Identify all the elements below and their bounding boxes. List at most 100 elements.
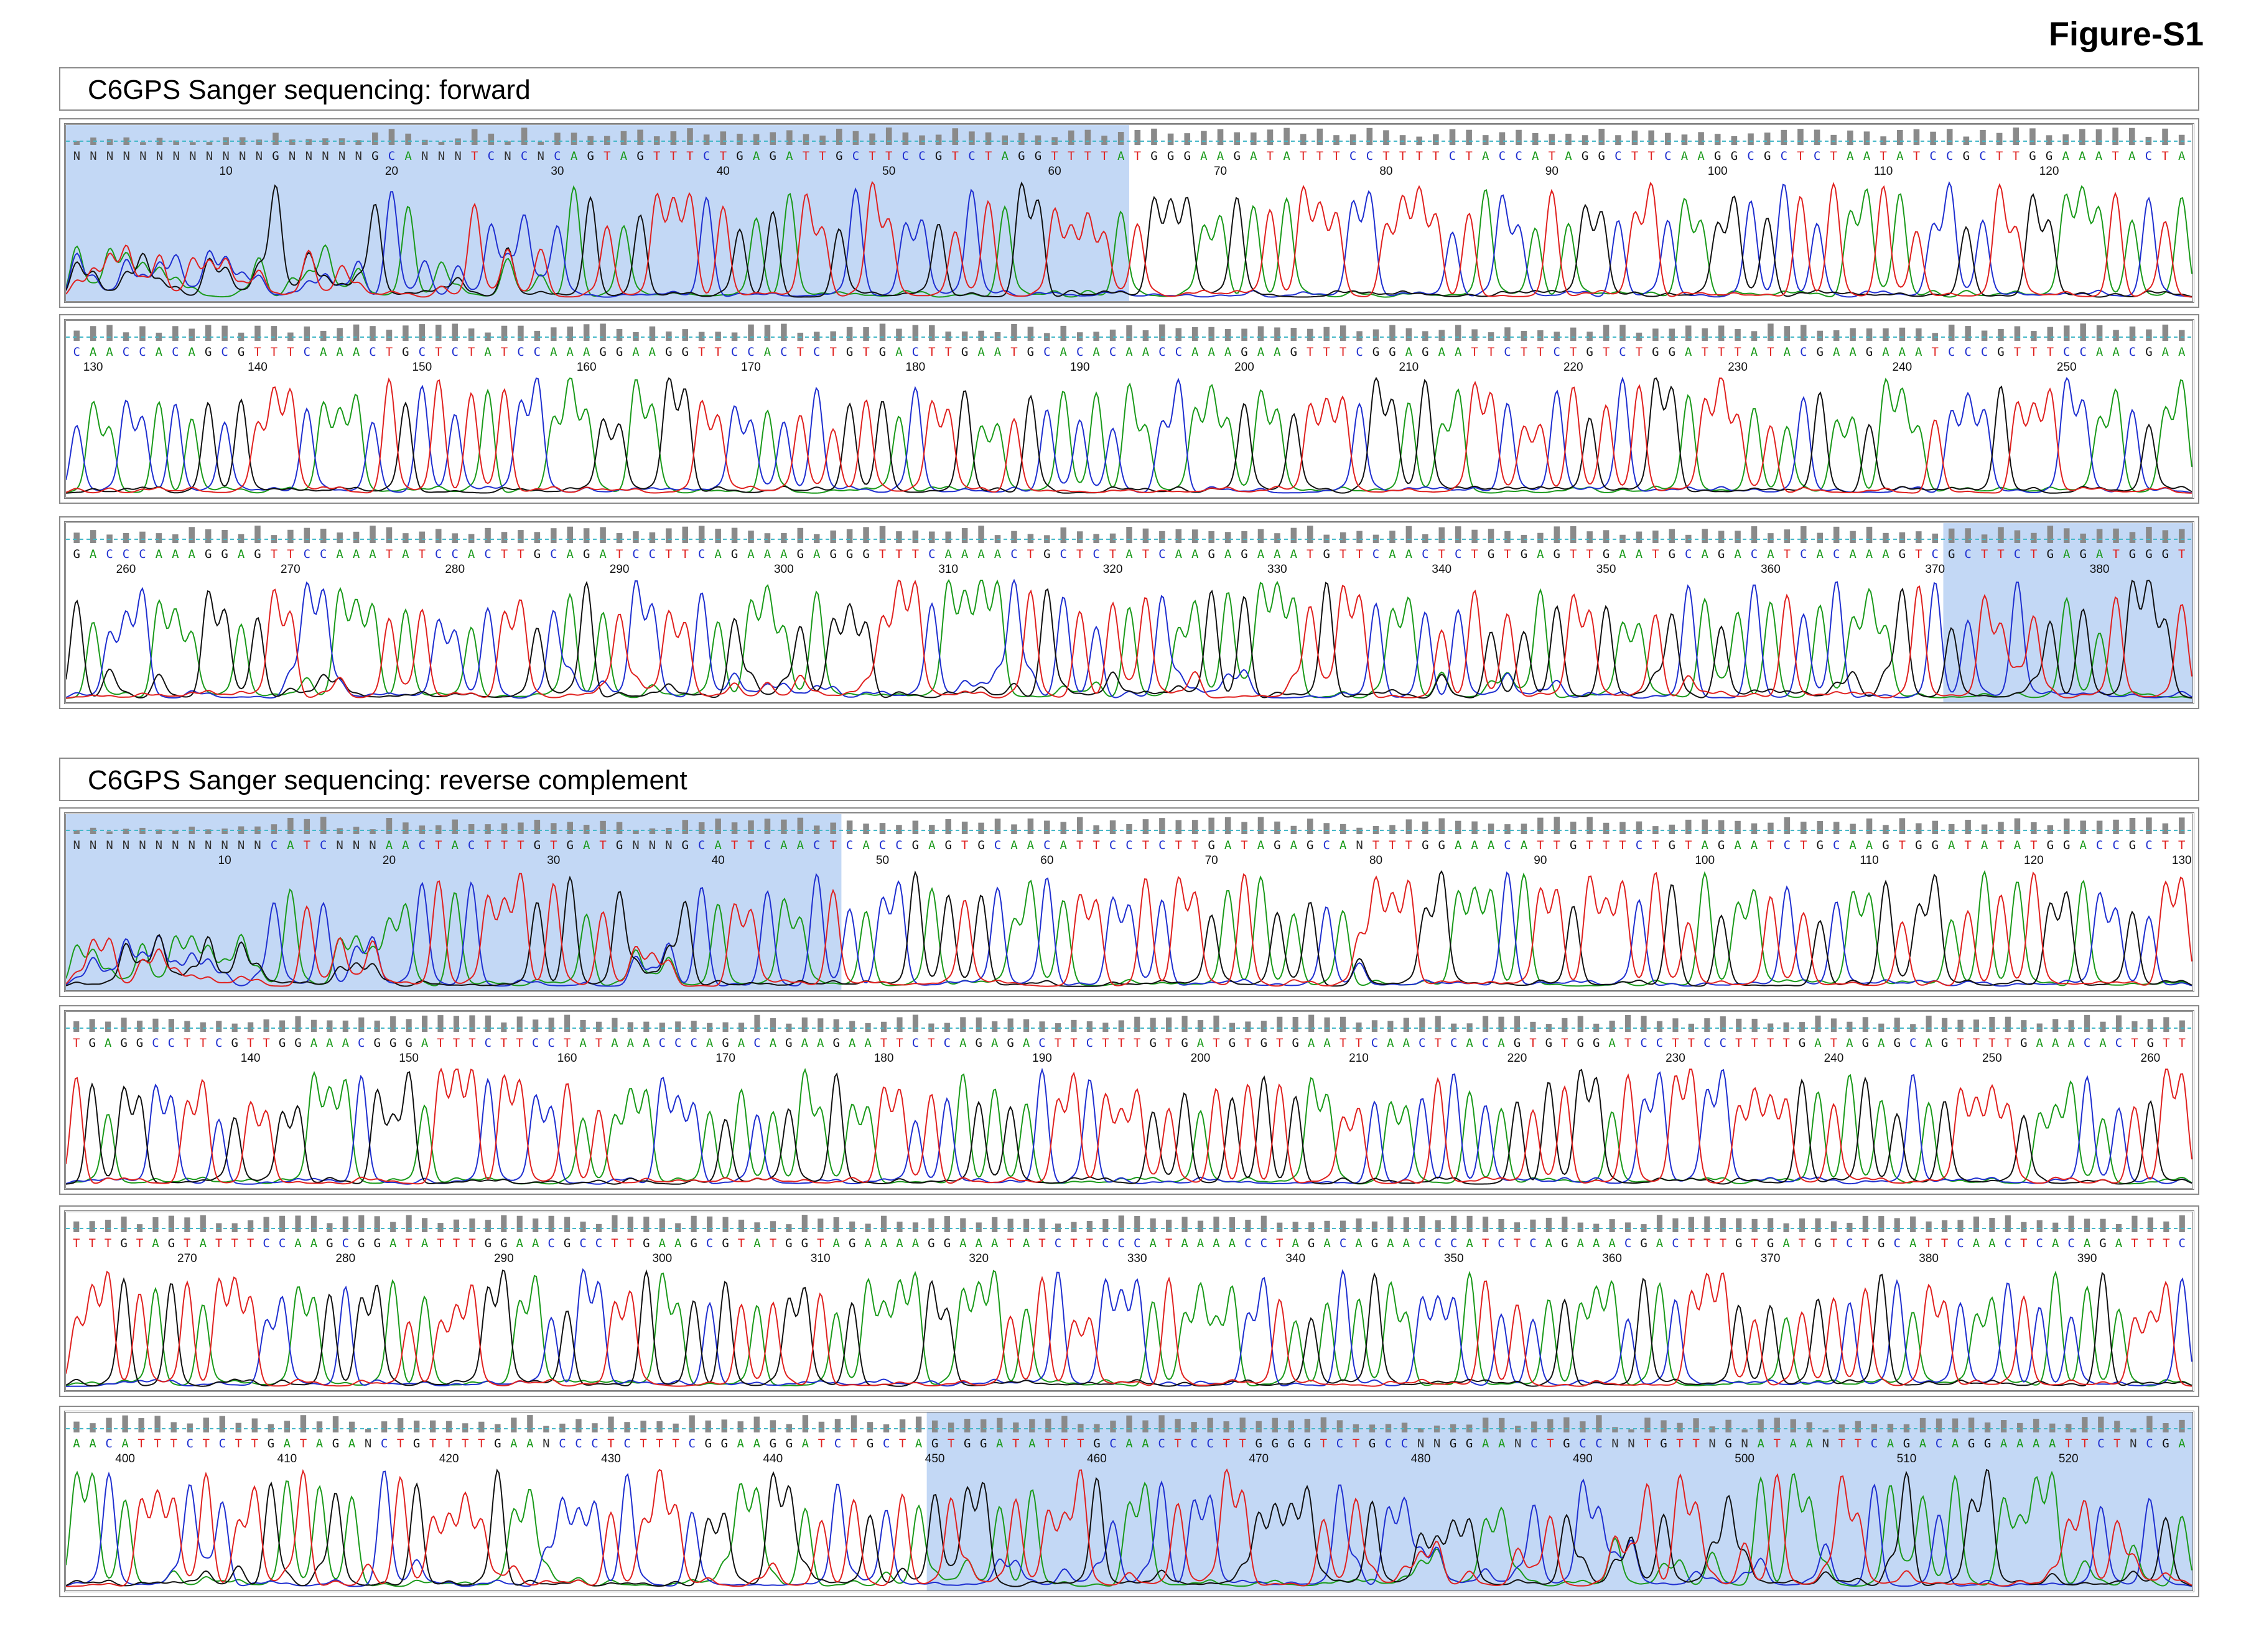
quality-bar [1735, 820, 1741, 834]
base-call: A [1915, 345, 1922, 359]
base-call: G [665, 345, 672, 359]
base-call: T [1554, 838, 1560, 852]
quality-bar [1652, 531, 1659, 543]
base-call: C [521, 149, 528, 163]
base-call: T [627, 1237, 634, 1250]
quality-bar [1866, 526, 1873, 543]
base-call: G [374, 1036, 381, 1050]
base-call: T [564, 1036, 571, 1050]
quality-bar [1023, 1019, 1030, 1032]
base-call: A [1292, 1237, 1299, 1250]
base-call: A [1257, 838, 1265, 852]
quality-bar [2082, 1417, 2088, 1432]
base-call: C [1504, 345, 1511, 359]
quality-bar [386, 527, 393, 543]
base-call: C [575, 1437, 582, 1450]
quality-bar [322, 138, 328, 145]
position-tick-label: 60 [1040, 854, 1053, 867]
base-call: A [1125, 345, 1133, 359]
quality-bar [1784, 529, 1791, 543]
base-call: A [944, 547, 952, 561]
base-call: N [2130, 1437, 2136, 1450]
quality-bar [1438, 818, 1445, 834]
quality-bar [403, 325, 409, 341]
quality-bar [287, 332, 294, 341]
quality-bar [390, 1222, 396, 1232]
base-call: A [1290, 838, 1298, 852]
base-call: C [484, 547, 491, 561]
quality-bar [337, 328, 343, 341]
quality-bar [419, 324, 426, 341]
quality-bar [337, 532, 343, 543]
quality-bar [446, 1421, 452, 1432]
base-call: T [478, 1437, 485, 1450]
quality-bar [1356, 331, 1363, 341]
quality-bar [1383, 130, 1389, 145]
base-call: C [1871, 1437, 1878, 1450]
base-call: C [1957, 1237, 1964, 1250]
base-call: A [1224, 547, 1232, 561]
quality-bar [720, 131, 727, 145]
quality-bar [2132, 1215, 2138, 1232]
base-call: T [2163, 1237, 2169, 1250]
quality-bar [2132, 1021, 2138, 1032]
base-call: A [583, 838, 590, 852]
quality-bar [2031, 331, 2037, 341]
base-call: C [968, 149, 975, 163]
quality-bar [254, 826, 261, 834]
position-tick-label: 310 [811, 1252, 831, 1265]
quality-bar [304, 326, 310, 341]
position-tick-label: 10 [220, 165, 233, 178]
base-call: C [1109, 345, 1116, 359]
base-call: T [2113, 1437, 2120, 1450]
base-call: C [623, 1437, 630, 1450]
base-call: A [1405, 345, 1413, 359]
base-call: G [1767, 1237, 1774, 1250]
position-tick-label: 120 [2039, 165, 2059, 178]
quality-bar [139, 326, 146, 341]
base-call: T [1038, 1237, 1045, 1250]
base-call: T [928, 1036, 934, 1050]
base-call: A [599, 547, 607, 561]
quality-bar [2179, 330, 2185, 341]
base-call: T [468, 1237, 475, 1250]
position-tick-label: 140 [241, 1052, 261, 1065]
quality-bar [485, 824, 491, 834]
quality-bar [1880, 136, 1886, 145]
quality-bar [1903, 1424, 1910, 1432]
quality-bar [675, 1021, 681, 1032]
quality-bar [1307, 526, 1313, 543]
quality-bar [682, 526, 689, 543]
base-call: G [1731, 149, 1738, 163]
base-call: A [1027, 838, 1035, 852]
quality-bar [397, 1418, 404, 1432]
quality-bar [682, 329, 689, 341]
base-call: T [1549, 149, 1555, 163]
quality-bar [305, 139, 312, 145]
base-call: T [500, 1036, 507, 1050]
base-call: T [616, 547, 623, 561]
quality-bar [899, 1419, 906, 1432]
trimmed-region-highlight [66, 814, 842, 990]
base-call: G [1027, 345, 1034, 359]
quality-bar [1537, 532, 1544, 543]
quality-bar [1725, 1419, 1731, 1432]
quality-bar [1142, 528, 1149, 543]
base-call: N [649, 838, 656, 852]
base-call: C [2145, 838, 2152, 852]
quality-bar [2179, 529, 2185, 543]
quality-bar [1336, 1420, 1343, 1432]
base-call: T [896, 1036, 903, 1050]
base-call: C [451, 547, 458, 561]
quality-bar [748, 324, 754, 341]
base-call: A [1734, 838, 1741, 852]
base-call: A [1197, 1036, 1204, 1050]
base-call: T [1880, 149, 1886, 163]
base-call: G [268, 1437, 274, 1450]
quality-bar [1644, 1418, 1651, 1432]
base-call: A [1290, 547, 1298, 561]
base-call: T [1101, 149, 1107, 163]
quality-bar [1586, 332, 1593, 341]
quality-bar [219, 1416, 225, 1432]
quality-bar [73, 141, 80, 145]
